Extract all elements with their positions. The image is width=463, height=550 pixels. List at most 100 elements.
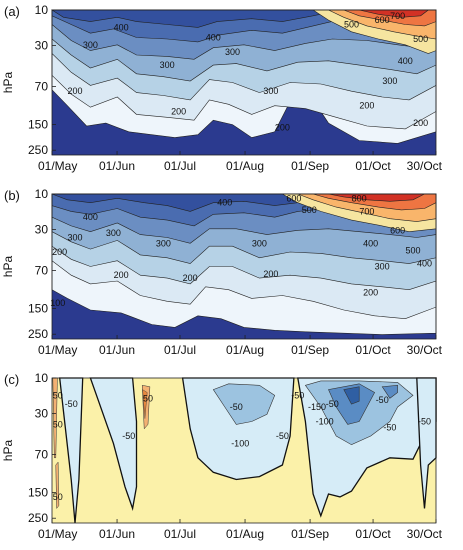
panel-2-x-tick-label: 30/Oct [407, 343, 443, 357]
panel-2-y-axis-label: hPa [1, 256, 15, 278]
panel-1-contour-label: 600 [375, 15, 390, 25]
panel-3-y-tick-label: 10 [35, 371, 49, 385]
panel-3-contour-label: -150 [308, 402, 326, 412]
panel-3-positive-region [55, 461, 60, 510]
panel-1-x-tick-label: 01/May [38, 159, 77, 173]
panel-2-contour-label: 800 [352, 193, 367, 203]
panel-3-x-tick-label: 01/Jun [99, 527, 135, 541]
panel-2-frame [51, 193, 437, 340]
panel-3-contour-label: 50 [143, 393, 153, 403]
panel-3-x-tick-label: 01/Aug [226, 527, 264, 541]
panel-1-y-tick-label: 70 [35, 79, 49, 93]
panel-1-x-tick-label: 01/Aug [226, 159, 264, 173]
panel-1-contour-label: 300 [225, 47, 240, 57]
panel-2-contours [51, 193, 437, 339]
panel-2-contour-label: 700 [359, 206, 374, 216]
panel-3-contour-label: -100 [231, 438, 249, 448]
panel-1-contour-label: 700 [390, 11, 405, 21]
panel-2-y-tick-label: 150 [28, 302, 48, 316]
panel-1-contour-label: 500 [344, 20, 359, 30]
panel-1-contour-label: 200 [275, 122, 290, 132]
panel-2-contour-label: 200 [52, 247, 67, 257]
panel-3-contour-label: -50 [276, 431, 289, 441]
panel-2-letter: (b) [4, 188, 20, 203]
panel-1-contour-label: 400 [114, 22, 129, 32]
panel-3-x-tick-label: 01/Sep [291, 527, 329, 541]
panel-2-contour-label: 300 [156, 238, 171, 248]
panel-3-negative-region [89, 377, 138, 512]
panel-2-contour-label: 400 [83, 212, 98, 222]
panel-2-contour-label: 300 [67, 233, 82, 243]
panel-2-contour-label: 100 [50, 298, 65, 308]
panel-3-contour-label: 50 [53, 492, 63, 502]
panel-3-y-axis-label: hPa [1, 440, 15, 462]
panel-1-y-tick-label: 150 [28, 118, 48, 132]
panel-2-contour-label: 400 [363, 238, 378, 248]
panel-2-y-tick-label: 10 [35, 187, 49, 201]
panel-2-x-tick-label: 01/Sep [291, 343, 329, 357]
panel-2-contour-label: 600 [286, 193, 301, 203]
panel-1-contour-label: 300 [83, 40, 98, 50]
panel-2-contour-label: 200 [363, 288, 378, 298]
panel-3-negative-core [343, 386, 360, 405]
panel-2-contour-label: 300 [106, 228, 121, 238]
panel-3-contour-label: -50 [326, 399, 339, 409]
panel-3-contour-label: -50 [122, 431, 135, 441]
panel-3-x-tick-label: 01/Jul [164, 527, 196, 541]
panel-2-contour-label: 500 [302, 205, 317, 215]
panel-3-contour-label: -50 [383, 422, 396, 432]
panel-2-contour-label: 500 [405, 246, 420, 256]
panel-2-contour-label: 400 [417, 259, 432, 269]
panel-2-y-tick-label: 250 [28, 327, 48, 341]
panel-3-contour-label: 50 [53, 419, 63, 429]
panel-2-y-tick-label: 70 [35, 263, 49, 277]
panel-1-contour-label: 400 [206, 33, 221, 43]
panel-3-positive-core [142, 389, 148, 419]
panel-1-x-tick-label: 01/Oct [355, 159, 391, 173]
panel-1-contour-label: 200 [413, 118, 428, 128]
panel-1-x-tick-label: 30/Oct [407, 159, 443, 173]
panel-1-x-tick-label: 01/Jul [164, 159, 196, 173]
panel-2-contour-label: 400 [217, 198, 232, 208]
panel-1-y-axis-label: hPa [1, 72, 15, 94]
panel-2-x-tick-label: 01/May [38, 343, 77, 357]
panel-1-contour-label: 300 [160, 60, 175, 70]
panel-3-negative-region-strong [212, 383, 276, 425]
panel-1-contour-label: 500 [413, 34, 428, 44]
panel-1-contour-label: 300 [263, 86, 278, 96]
panel-2-contour-label: 200 [263, 269, 278, 279]
panel-2-contour-label: 600 [390, 225, 405, 235]
panel-1-y-tick-label: 10 [35, 3, 49, 17]
panel-1-x-tick-label: 01/Sep [291, 159, 329, 173]
panel-1-contour-label: 200 [171, 107, 186, 117]
panel-3-contour-label: -50 [230, 402, 243, 412]
panel-2-contour-label: 300 [252, 238, 267, 248]
panel-3-x-tick-label: 30/Oct [407, 527, 443, 541]
panel-1-contours [50, 9, 437, 155]
panel-3-x-tick-label: 01/May [38, 527, 77, 541]
panel-2-contour-label: 300 [375, 262, 390, 272]
panel-2-x-tick-label: 01/Oct [355, 343, 391, 357]
panel-3-y-tick-label: 250 [28, 511, 48, 525]
panel-3-y-tick-label: 70 [35, 447, 49, 461]
panel-1-contour-label: 200 [67, 86, 82, 96]
panel-3-contour-label: -50 [65, 399, 78, 409]
panel-3-contour-label: -50 [291, 390, 304, 400]
panel-3-y-tick-label: 30 [35, 407, 49, 421]
panel-2-x-tick-label: 01/Aug [226, 343, 264, 357]
panel-1-letter: (a) [4, 4, 20, 19]
panel-1-frame [51, 9, 437, 156]
panel-3-contour-label: -50 [418, 417, 431, 427]
panel-3-contour-label: 50 [53, 390, 63, 400]
panel-1-contour-label: 200 [359, 101, 374, 111]
panel-2-contour-label: 200 [114, 270, 129, 280]
panel-2-y-tick-label: 30 [35, 223, 49, 237]
panel-3-contours [52, 377, 437, 524]
panel-1-x-tick-label: 01/Jun [99, 159, 135, 173]
panel-2-x-tick-label: 01/Jun [99, 343, 135, 357]
panel-1-contour-label: 300 [382, 76, 397, 86]
panel-2-contour-label: 200 [183, 273, 198, 283]
panel-3-frame [51, 377, 437, 524]
panel-3-contour-label: -100 [316, 417, 334, 427]
